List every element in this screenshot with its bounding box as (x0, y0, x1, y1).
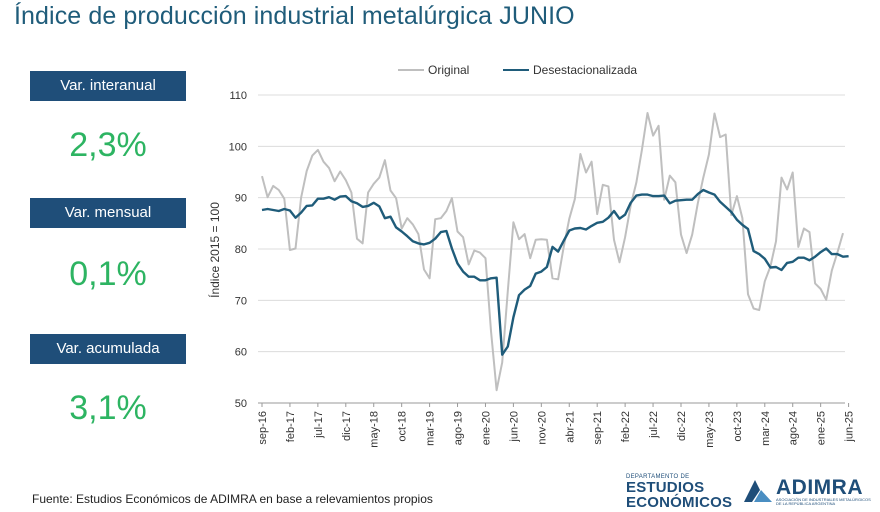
x-tick-label: dic-22 (676, 411, 688, 441)
x-tick-label: mar-19 (425, 411, 437, 446)
x-tick-label: oct-18 (397, 411, 409, 442)
logo-ee-top: DEPARTAMENTO DE (626, 474, 690, 480)
kpi-label-interanual: Var. interanual (30, 71, 186, 101)
adimra-subtitle: ASOCIACIÓN DE INDUSTRIALES METALÚRGICOS … (776, 497, 871, 507)
series-line-desestacionalizada (261, 188, 849, 356)
adimra-mark-icon (744, 480, 772, 502)
x-tick-label: ago-24 (788, 411, 800, 445)
x-tick-label: mar-24 (760, 411, 772, 446)
x-tick-label: sep-21 (592, 411, 604, 445)
legend-label-desestacionalizada: Desestacionalizada (533, 63, 637, 77)
x-tick-label: feb-22 (620, 411, 632, 442)
logo-ee-line2: ECONÓMICOS (626, 494, 733, 511)
estudios-economicos-logo: DEPARTAMENTO DE ESTUDIOS ECONÓMICOS (626, 474, 732, 510)
x-tick-label: oct-23 (732, 411, 744, 442)
y-tick-label: 100 (229, 141, 247, 153)
page-title: Índice de producción industrial metalúrg… (14, 2, 575, 30)
chart-legend: Original Desestacionalizada (398, 63, 637, 77)
legend-label-original: Original (428, 63, 469, 77)
x-tick-label: dic-17 (341, 411, 353, 441)
x-tick-label: ene-25 (816, 411, 828, 445)
y-tick-label: 50 (235, 398, 247, 410)
x-tick-label: ago-19 (453, 411, 465, 445)
kpi-value-mensual: 0,1% (69, 255, 147, 293)
y-tick-label: 70 (235, 295, 247, 307)
x-tick-label: jun-25 (844, 411, 856, 443)
x-tick-label: jul-22 (648, 411, 660, 439)
series-line-original (261, 112, 844, 392)
x-tick-label: nov-20 (536, 411, 548, 445)
x-tick-label: sep-16 (257, 411, 269, 445)
x-tick-label: feb-17 (285, 411, 297, 442)
kpi-value-acumulada: 3,1% (69, 389, 147, 427)
x-tick-label: may-23 (704, 411, 716, 448)
x-axis-ticks: sep-16 feb-17 jul-17 dic-17 may-18 oct-18 mar-… (257, 403, 856, 448)
x-tick-label: jul-17 (313, 411, 325, 439)
y-tick-label: 60 (235, 347, 247, 359)
line-chart: 50 60 70 80 90 100 110 Índice 2015 = 100 sep-1… (207, 63, 856, 448)
source-note: Fuente: Estudios Económicos de ADIMRA en… (32, 492, 433, 506)
y-tick-label: 80 (235, 244, 247, 256)
kpi-value-interanual: 2,3% (69, 126, 147, 164)
logo-ee-line1: ESTUDIOS (626, 479, 705, 496)
x-tick-label: jun-20 (508, 411, 520, 443)
y-tick-label: 90 (235, 193, 247, 205)
adimra-name: ADIMRA (776, 476, 863, 499)
kpi-label-mensual: Var. mensual (30, 198, 186, 228)
y-tick-label: 110 (229, 90, 247, 102)
x-tick-label: ene-20 (480, 411, 492, 445)
series-lines (261, 112, 849, 392)
y-axis-ticks: 50 60 70 80 90 100 110 (229, 90, 247, 410)
x-tick-label: may-18 (369, 411, 381, 448)
x-tick-label: abr-21 (564, 411, 576, 443)
y-axis-label: Índice 2015 = 100 (207, 202, 222, 298)
kpi-label-acumulada: Var. acumulada (30, 334, 186, 364)
